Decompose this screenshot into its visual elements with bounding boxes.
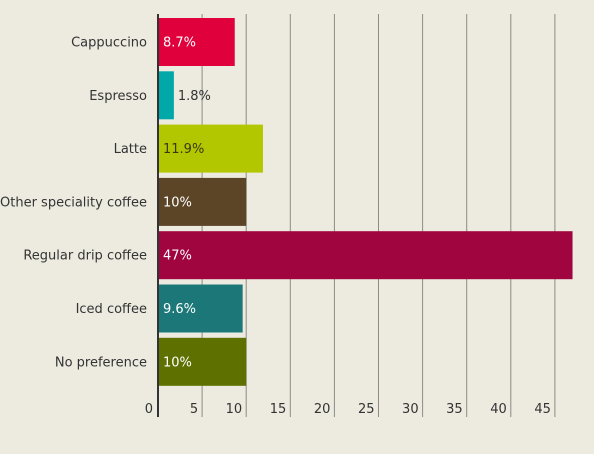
- data-label: 9.6%: [163, 302, 196, 317]
- gridlines: [201, 14, 556, 417]
- bar: [158, 177, 247, 226]
- data-label: 10%: [163, 355, 192, 370]
- bar: [158, 124, 263, 173]
- x-tick-label: 20: [314, 402, 331, 417]
- x-tick-label: 30: [402, 402, 419, 417]
- x-tick-label: 5: [190, 402, 198, 417]
- x-tick-label: 45: [534, 402, 551, 417]
- data-label: 1.8%: [178, 89, 211, 104]
- data-label: 8.7%: [163, 36, 196, 51]
- bar: [158, 284, 243, 333]
- bar: [158, 71, 174, 120]
- category-label: Regular drip coffee: [23, 249, 147, 264]
- category-label: No preference: [55, 355, 147, 370]
- bar: [158, 18, 235, 66]
- x-tick-label: 25: [358, 402, 375, 417]
- data-label: 47%: [163, 249, 192, 264]
- category-label: Cappuccino: [71, 36, 147, 51]
- bar: [158, 337, 247, 386]
- category-labels: Cappuccino Espresso Latte Other speciality …: [0, 36, 147, 371]
- data-label: 11.9%: [163, 142, 204, 157]
- x-tick-label: 10: [226, 402, 243, 417]
- x-tick-label: 0: [145, 402, 153, 417]
- x-tick-label: 40: [490, 402, 507, 417]
- category-label: Espresso: [89, 89, 147, 104]
- bars: [158, 18, 573, 386]
- category-label: Latte: [114, 142, 147, 157]
- x-tick-labels: 0 5 10 15 20 25 30 35 40 45: [145, 402, 551, 417]
- x-tick-label: 35: [446, 402, 463, 417]
- category-label: Other speciality coffee: [0, 195, 147, 210]
- category-label: Iced coffee: [76, 302, 147, 317]
- x-tick-label: 15: [270, 402, 287, 417]
- bar: [158, 231, 573, 280]
- data-label: 10%: [163, 195, 192, 210]
- value-labels: 8.7% 1.8% 11.9% 10% 47% 9.6% 10%: [163, 36, 211, 371]
